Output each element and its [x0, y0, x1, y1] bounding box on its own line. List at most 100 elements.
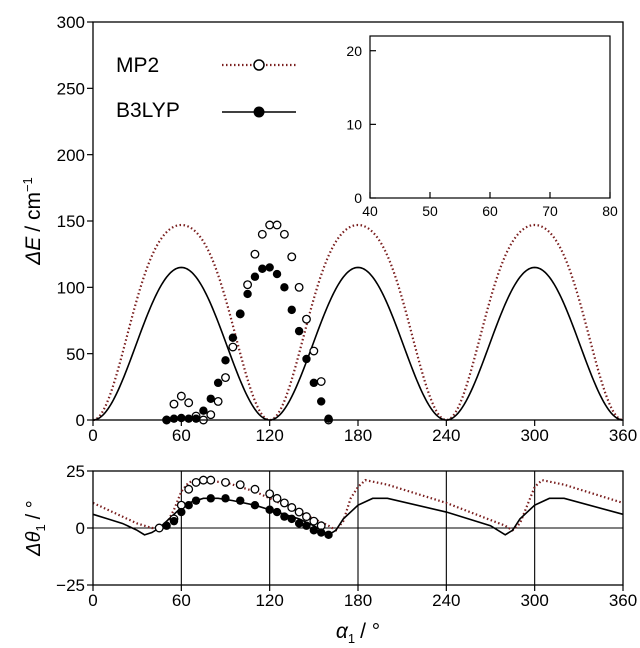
- top-point-b3lyp-12: [250, 272, 260, 281]
- bottom-point-mp2-13: [287, 503, 297, 512]
- top-point-b3lyp-9: [228, 333, 238, 342]
- bottom-y-tick-label-0: 0: [76, 519, 85, 538]
- bottom-point-mp2-0: [154, 523, 164, 533]
- top-y-tick-label-0: 0: [76, 411, 85, 430]
- bottom-point-mp2-14: [294, 507, 304, 517]
- bottom-y-tick-label--25: −25: [56, 576, 85, 595]
- bottom-point-b3lyp-15: [309, 526, 319, 535]
- top-point-b3lyp-6: [206, 394, 215, 403]
- inset-x-ticks: 40 50 60 70 80: [362, 192, 618, 219]
- top-y-tick-label-150: 150: [57, 212, 85, 231]
- bottom-point-b3lyp-7: [236, 496, 245, 505]
- bottom-y-axis-unit: / °: [23, 500, 45, 519]
- bottom-point-mp2-3: [184, 484, 194, 494]
- bottom-point-b3lyp-6: [221, 494, 230, 503]
- inset-background: [370, 36, 610, 198]
- top-point-mp2-16: [279, 229, 289, 239]
- bottom-point-b3lyp-1: [169, 516, 179, 526]
- x-axis-subscript: 1: [348, 631, 355, 646]
- bottom-point-b3lyp-13: [294, 519, 304, 528]
- top-series-line-b3lyp: [92, 266, 624, 421]
- top-point-mp2-21: [316, 377, 326, 386]
- legend-label-b3lyp: B3LYP: [116, 99, 180, 122]
- bottom-series-layer: [92, 475, 624, 540]
- top-x-tick-label-240: 240: [432, 426, 460, 445]
- top-series-line-mp2: [92, 223, 624, 422]
- bottom-x-tick-label-360: 360: [609, 591, 637, 610]
- bottom-point-b3lyp-11: [280, 512, 289, 521]
- top-point-b3lyp-5: [199, 406, 208, 415]
- inset-x-tick-label-60: 60: [482, 203, 498, 219]
- top-point-mp2-6: [206, 410, 216, 420]
- x-axis-label: α1 / °: [336, 620, 380, 646]
- bottom-point-b3lyp-10: [272, 507, 282, 517]
- top-y-axis-exponent: −1: [20, 177, 35, 192]
- top-point-b3lyp-3: [184, 414, 193, 423]
- legend-label-mp2: MP2: [116, 54, 159, 77]
- bottom-x-tick-label-300: 300: [520, 591, 548, 610]
- bottom-y-ticks: −25 0 25: [56, 462, 93, 595]
- top-point-mp2-11: [243, 280, 253, 290]
- bottom-point-b3lyp-8: [250, 501, 260, 510]
- top-point-b3lyp-8: [221, 356, 230, 365]
- top-point-b3lyp-11: [243, 289, 252, 299]
- bottom-vertical-lines: [93, 471, 623, 585]
- inset-x-tick-label-70: 70: [542, 203, 558, 219]
- top-point-mp2-13: [257, 229, 267, 239]
- bottom-point-mp2-6: [206, 475, 216, 485]
- bottom-point-mp2-11: [272, 493, 282, 503]
- bottom-y-tick-label-25: 25: [66, 462, 85, 481]
- top-point-mp2-20: [309, 346, 319, 356]
- bottom-point-mp2-16: [309, 516, 319, 526]
- top-point-b3lyp-14: [265, 263, 274, 272]
- top-point-b3lyp-20: [309, 378, 319, 388]
- top-x-ticks: 0 60 120 180 240 300 360: [88, 420, 637, 445]
- top-point-mp2-14: [265, 220, 275, 230]
- top-point-b3lyp-21: [316, 397, 326, 406]
- top-y-tick-label-250: 250: [57, 79, 85, 98]
- top-point-mp2-7: [213, 396, 223, 406]
- top-y-tick-label-50: 50: [66, 345, 85, 364]
- bottom-point-b3lyp-5: [206, 494, 215, 503]
- top-point-b3lyp-19: [302, 354, 311, 364]
- bottom-point-b3lyp-2: [177, 507, 186, 517]
- legend-marker-b3lyp: [253, 106, 265, 118]
- inset-y-tick-label-0: 0: [354, 190, 362, 206]
- top-y-tick-label-300: 300: [57, 13, 85, 32]
- top-point-b3lyp-4: [191, 414, 201, 423]
- bottom-x-tick-label-180: 180: [344, 591, 372, 610]
- top-point-b3lyp-18: [294, 326, 304, 336]
- legend: MP2 B3LYP: [116, 54, 296, 122]
- top-point-mp2-8: [221, 373, 230, 382]
- legend-item-mp2: MP2: [116, 54, 296, 77]
- x-axis-unit: / °: [360, 620, 380, 643]
- bottom-series-line-mp2: [92, 478, 624, 532]
- top-x-tick-label-180: 180: [344, 426, 372, 445]
- bottom-point-mp2-12: [279, 498, 289, 508]
- bottom-point-b3lyp-9: [265, 505, 274, 514]
- top-point-mp2-3: [184, 398, 194, 408]
- x-axis-symbol: α: [336, 620, 349, 643]
- top-point-b3lyp-7: [213, 378, 223, 388]
- bottom-point-mp2-8: [235, 480, 245, 490]
- inset-y-ticks: 0 10 20: [346, 43, 376, 206]
- top-point-b3lyp-15: [272, 269, 282, 279]
- top-y-tick-label-200: 200: [57, 146, 85, 165]
- bottom-point-mp2-10: [265, 489, 275, 499]
- inset-x-tick-label-50: 50: [422, 203, 438, 219]
- top-point-mp2-19: [302, 314, 311, 324]
- bottom-y-axis-label: Δθ1 / °: [23, 500, 48, 557]
- bottom-x-ticks: 0 60 120 180 240 300 360: [88, 585, 637, 610]
- top-y-tick-label-100: 100: [57, 278, 85, 297]
- top-y-axis-symbol: ΔE: [22, 236, 45, 266]
- bottom-point-b3lyp-3: [184, 501, 193, 510]
- legend-marker-mp2: [253, 59, 265, 71]
- top-x-tick-label-0: 0: [88, 426, 97, 445]
- top-point-mp2-17: [287, 252, 297, 262]
- bottom-y-axis-symbol: Δθ: [23, 531, 45, 556]
- bottom-point-mp2-4: [191, 477, 201, 487]
- bottom-point-b3lyp-17: [324, 530, 333, 540]
- top-point-mp2-12: [250, 249, 260, 259]
- top-point-b3lyp-10: [236, 309, 245, 319]
